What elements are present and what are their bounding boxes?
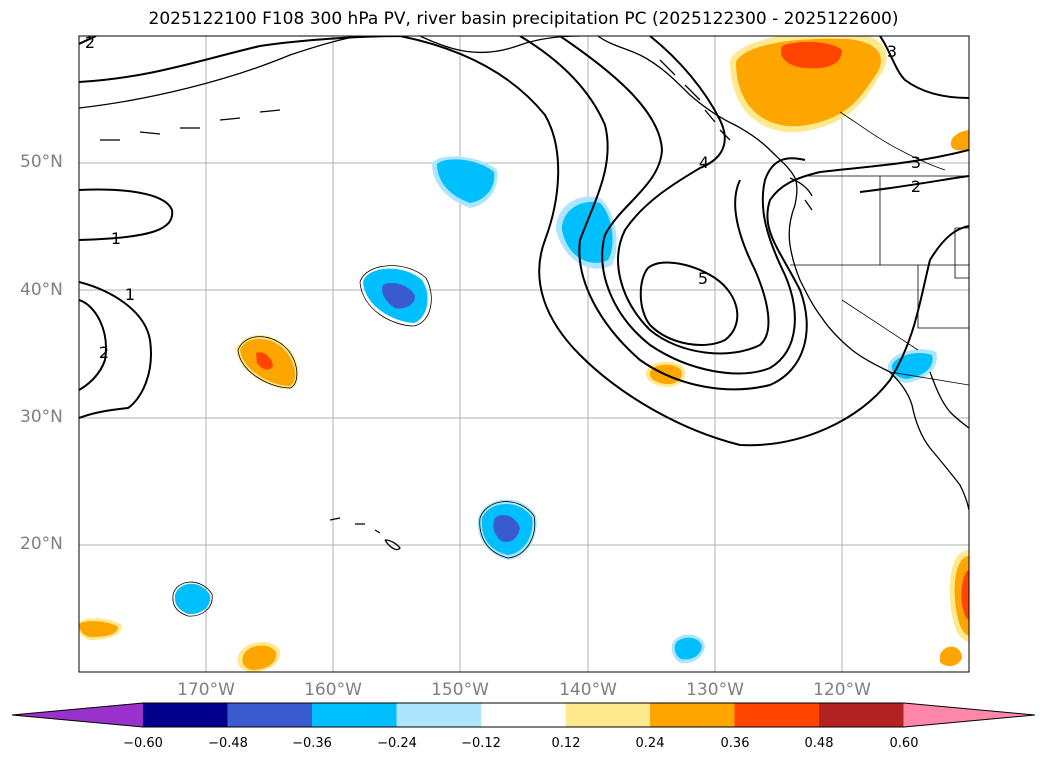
colorbar-tick-8: 0.36 bbox=[720, 736, 750, 751]
pv-contour-labels: 1 1 2 2 3 2 3 4 5 bbox=[85, 33, 921, 362]
lon-label-170w: 170°W bbox=[177, 680, 235, 700]
pv-label-2-east: 2 bbox=[911, 177, 921, 196]
precip-blob-orange-56n-123w bbox=[730, 36, 887, 133]
colorbar-tick-7: 0.24 bbox=[635, 736, 665, 751]
pv-contour-3 bbox=[519, 36, 969, 391]
pv-label-2: 2 bbox=[99, 343, 109, 362]
pv-label-5: 5 bbox=[698, 269, 708, 288]
colorbar-tick-5: −0.12 bbox=[461, 736, 501, 751]
lon-label-150w: 150°W bbox=[431, 680, 489, 700]
pv-contour-3-northeast bbox=[879, 36, 969, 99]
pv-contour-2-main bbox=[79, 36, 969, 447]
map-frame bbox=[78, 35, 970, 673]
lon-label-120w: 120°W bbox=[813, 680, 871, 700]
colorbar-segment-3 bbox=[227, 703, 313, 727]
precip-blob-blue-12n-132w bbox=[671, 634, 705, 664]
colorbar-segment-10 bbox=[819, 703, 905, 727]
colorbar-tick-3: −0.36 bbox=[292, 736, 332, 751]
pv-label-3-east: 3 bbox=[911, 153, 921, 172]
pv-contour-2-east bbox=[859, 175, 969, 193]
pv-label-4: 4 bbox=[699, 153, 709, 172]
colorbar-segment-4 bbox=[312, 703, 398, 727]
precip-blob-orange-52n-110w bbox=[950, 130, 969, 151]
borders bbox=[790, 111, 969, 386]
precip-blob-orange-13n-178w bbox=[79, 618, 122, 640]
colorbar-segment-8 bbox=[650, 703, 736, 727]
pv-label-1: 1 bbox=[111, 229, 121, 248]
colorbar-segment-7 bbox=[565, 703, 651, 727]
precip-blob-blue-16n-171w bbox=[172, 581, 213, 617]
precipitation-pv-map: 1 1 2 2 3 2 3 4 5 bbox=[78, 33, 970, 673]
pv-contour-1b-west bbox=[79, 281, 152, 419]
colorbar-segment-1 bbox=[12, 703, 143, 727]
coastlines bbox=[79, 36, 969, 551]
precip-blob-blue-49n-150w bbox=[432, 156, 498, 208]
pv-contour-1-west bbox=[79, 188, 174, 241]
pv-label-1b: 1 bbox=[125, 285, 135, 304]
colorbar-segment-11 bbox=[903, 703, 1035, 727]
lon-label-140w: 140°W bbox=[559, 680, 617, 700]
colorbar-segment-2 bbox=[143, 703, 229, 727]
lon-label-130w: 130°W bbox=[686, 680, 744, 700]
lon-label-160w: 160°W bbox=[304, 680, 362, 700]
colorbar-tick-1: −0.60 bbox=[123, 736, 163, 751]
map-title: 2025122100 F108 300 hPa PV, river basin … bbox=[148, 9, 899, 29]
precip-blob-orange-12n-166w bbox=[237, 642, 281, 672]
colorbar-segment-6 bbox=[481, 703, 567, 727]
pv-contour-4 bbox=[559, 36, 806, 375]
pv-contour-5-inner bbox=[639, 261, 739, 346]
pv-contour-2-west bbox=[79, 299, 107, 391]
lat-label-50n: 50°N bbox=[20, 152, 63, 172]
colorbar-tick-6: 0.12 bbox=[551, 736, 581, 751]
precip-blob-blue-40n-155w bbox=[359, 265, 432, 327]
colorbar-tick-9: 0.48 bbox=[804, 736, 834, 751]
pv-contours bbox=[79, 36, 969, 447]
precip-blob-orange-35n-165w bbox=[236, 334, 299, 390]
pv-label-2-north: 2 bbox=[85, 33, 95, 52]
colorbar-tick-2: −0.48 bbox=[208, 736, 248, 751]
colorbar-tick-10: 0.60 bbox=[889, 736, 919, 751]
lat-label-30n: 30°N bbox=[20, 407, 63, 427]
pv-contour-5 bbox=[617, 36, 770, 355]
precip-blob-blue-21n-146w bbox=[477, 499, 537, 560]
colorbar-outline bbox=[11, 702, 1036, 728]
colorbar-segment-9 bbox=[734, 703, 820, 727]
lat-label-20n: 20°N bbox=[20, 534, 63, 554]
colorbar-segment-5 bbox=[396, 703, 482, 727]
precip-blob-orange-15n-111w bbox=[940, 550, 969, 667]
pv-contour-2-north bbox=[79, 36, 97, 45]
pv-label-3-north: 3 bbox=[887, 42, 897, 61]
lat-label-40n: 40°N bbox=[20, 280, 63, 300]
colorbar-tick-4: −0.24 bbox=[377, 736, 417, 751]
colorbar-segments bbox=[12, 703, 1035, 727]
